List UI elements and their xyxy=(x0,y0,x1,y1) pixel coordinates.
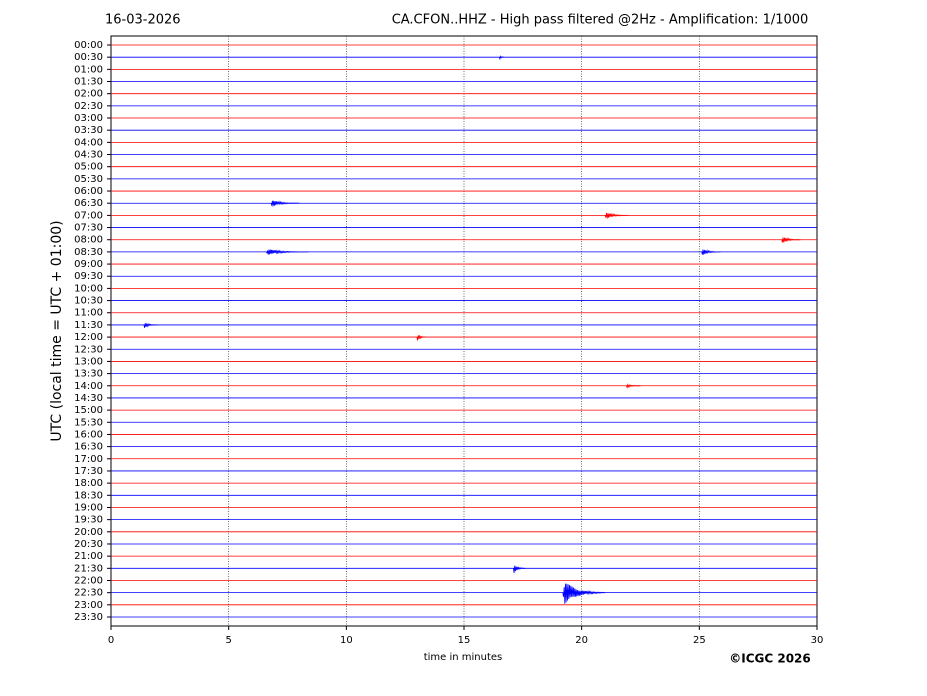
y-tick-label: 11:30 xyxy=(74,320,103,331)
y-tick-label: 03:30 xyxy=(74,125,103,136)
y-tick-label: 13:00 xyxy=(74,356,103,367)
y-tick-label: 09:00 xyxy=(74,259,103,270)
y-tick-label: 06:00 xyxy=(74,186,103,197)
y-tick-label: 17:30 xyxy=(74,466,103,477)
y-tick-label: 21:30 xyxy=(74,563,103,574)
y-tick-label: 10:30 xyxy=(74,296,103,307)
chart-title: CA.CFON..HHZ - High pass filtered @2Hz -… xyxy=(392,13,809,28)
y-tick-label: 23:00 xyxy=(74,600,103,611)
seismic-event xyxy=(143,322,159,328)
credit: ©ICGC 2026 xyxy=(729,652,811,666)
y-tick-label: 15:30 xyxy=(74,417,103,428)
seismic-event xyxy=(701,249,721,255)
y-tick-label: 18:30 xyxy=(74,490,103,501)
seismic-event xyxy=(626,383,641,389)
y-axis-label: UTC (local time = UTC + 01:00) xyxy=(49,220,65,441)
y-tick-label: 20:00 xyxy=(74,527,103,538)
y-tick-label: 02:00 xyxy=(74,89,103,100)
y-tick-label: 01:00 xyxy=(74,64,103,75)
x-axis-label: time in minutes xyxy=(424,652,503,663)
y-tick-label: 02:30 xyxy=(74,101,103,112)
seismic-event xyxy=(562,583,606,604)
seismic-event xyxy=(781,236,801,243)
y-tick-label: 14:00 xyxy=(74,381,103,392)
x-tick-label: 10 xyxy=(340,635,353,646)
date-title: 16-03-2026 xyxy=(105,13,181,28)
y-tick-label: 14:30 xyxy=(74,393,103,404)
y-tick-label: 08:30 xyxy=(74,247,103,258)
y-tick-label: 12:00 xyxy=(74,332,103,343)
y-tick-label: 08:00 xyxy=(74,235,103,246)
y-tick-label: 19:30 xyxy=(74,515,103,526)
y-tick-label: 20:30 xyxy=(74,539,103,550)
y-tick-label: 21:00 xyxy=(74,551,103,562)
y-tick-label: 15:00 xyxy=(74,405,103,416)
y-tick-label: 16:00 xyxy=(74,429,103,440)
y-tick-label: 04:30 xyxy=(74,150,103,161)
y-tick-label: 00:30 xyxy=(74,52,103,63)
y-tick-label: 03:00 xyxy=(74,113,103,124)
y-tick-label: 07:00 xyxy=(74,210,103,221)
y-tick-label: 06:30 xyxy=(74,198,103,209)
y-tick-label: 12:30 xyxy=(74,344,103,355)
x-tick-label: 20 xyxy=(575,635,588,646)
x-tick-label: 25 xyxy=(693,635,706,646)
seismic-event xyxy=(270,200,300,207)
y-tick-label: 07:30 xyxy=(74,223,103,234)
x-tick-label: 30 xyxy=(811,635,824,646)
y-tick-label: 00:00 xyxy=(74,40,103,51)
seismic-event xyxy=(265,249,309,255)
y-tick-label: 13:30 xyxy=(74,369,103,380)
y-tick-label: 23:30 xyxy=(74,612,103,623)
y-tick-label: 22:30 xyxy=(74,588,103,599)
seismic-event xyxy=(513,565,526,574)
y-tick-label: 18:00 xyxy=(74,478,103,489)
y-tick-label: 01:30 xyxy=(74,77,103,88)
x-tick-label: 0 xyxy=(108,635,114,646)
y-tick-label: 09:30 xyxy=(74,271,103,282)
seismic-event xyxy=(416,334,427,341)
seismic-event xyxy=(604,212,629,219)
x-tick-label: 15 xyxy=(458,635,471,646)
y-tick-label: 11:00 xyxy=(74,308,103,319)
y-tick-label: 19:00 xyxy=(74,502,103,513)
y-tick-label: 05:00 xyxy=(74,162,103,173)
y-tick-label: 10:00 xyxy=(74,283,103,294)
y-tick-label: 22:00 xyxy=(74,575,103,586)
y-tick-label: 05:30 xyxy=(74,174,103,185)
y-tick-label: 17:00 xyxy=(74,454,103,465)
seismic-event xyxy=(498,55,505,61)
y-tick-label: 04:00 xyxy=(74,137,103,148)
y-tick-label: 16:30 xyxy=(74,442,103,453)
x-tick-label: 5 xyxy=(225,635,231,646)
